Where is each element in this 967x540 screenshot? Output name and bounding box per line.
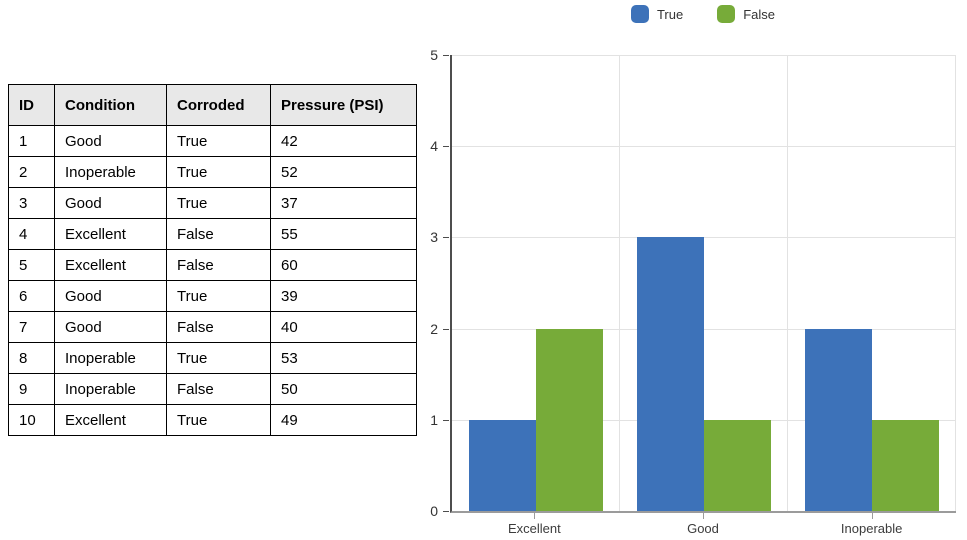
table-row: 2 Inoperable True 52	[8, 156, 417, 188]
y-axis-tick-mark	[443, 146, 449, 148]
table-row: 8 Inoperable True 53	[8, 342, 417, 374]
table-cell: Excellent	[54, 404, 167, 436]
y-axis-tick-label: 0	[430, 503, 438, 519]
table-cell: Excellent	[54, 249, 167, 281]
table-cell: Inoperable	[54, 373, 167, 405]
gridline-horizontal	[452, 328, 956, 330]
table-cell: Excellent	[54, 218, 167, 250]
bar-true-excellent	[469, 419, 536, 511]
table-cell: False	[166, 311, 271, 343]
table-cell: 55	[270, 218, 417, 250]
bar-true-good	[637, 237, 704, 511]
table-cell: True	[166, 156, 271, 188]
legend-swatch-icon	[630, 5, 649, 23]
table-cell: 2	[8, 156, 55, 188]
table-cell: True	[166, 280, 271, 312]
table-cell: 40	[270, 311, 417, 343]
table-row: 5 Excellent False 60	[8, 249, 417, 281]
table-row: 4 Excellent False 55	[8, 218, 417, 250]
table-cell: True	[166, 342, 271, 374]
table-row: 1 Good True 42	[8, 125, 417, 157]
x-axis-category-label: Good	[687, 521, 719, 536]
table-header-cell: Corroded	[166, 84, 271, 126]
x-axis-tick-mark	[534, 513, 536, 519]
y-axis-tick-label: 3	[430, 229, 438, 246]
table-cell: False	[166, 373, 271, 405]
table-cell: True	[166, 404, 271, 436]
y-axis-tick-label: 4	[430, 138, 438, 155]
x-axis-tick-mark	[703, 513, 704, 519]
table-cell: 7	[8, 311, 55, 343]
bar-group-good	[620, 55, 788, 511]
table-cell: 1	[8, 125, 55, 157]
legend-item-false: False	[717, 5, 775, 23]
table-row: 9 Inoperable False 50	[8, 373, 417, 405]
legend-swatch-icon	[717, 5, 736, 23]
bar-false-inoperable	[872, 419, 939, 511]
table-cell: False	[166, 218, 271, 250]
x-axis-category-label: Inoperable	[840, 521, 903, 536]
table-cell: False	[166, 249, 271, 281]
y-axis-tick-mark	[443, 237, 449, 239]
table-cell: 52	[270, 156, 417, 188]
bar-group-inoperable	[788, 55, 956, 511]
table-cell: 6	[8, 280, 55, 312]
table-cell: Good	[54, 311, 167, 343]
chart-legend: True False	[450, 5, 956, 23]
table-cell: 42	[270, 125, 417, 157]
table-cell: 10	[8, 404, 55, 436]
gridline-vertical	[955, 55, 956, 511]
y-axis-tick-label: 5	[430, 47, 438, 63]
bar-false-good	[704, 419, 771, 511]
legend-label: True	[656, 6, 684, 22]
y-axis-tick-label: 2	[430, 320, 438, 337]
x-axis-tick-mark	[871, 513, 873, 519]
table-cell: 37	[270, 187, 417, 219]
table-cell: 49	[270, 404, 417, 436]
y-axis-tick-label: 1	[430, 411, 438, 428]
table-cell: 5	[8, 249, 55, 281]
bar-group-excellent	[452, 55, 620, 511]
table-header-cell: Pressure (PSI)	[270, 84, 417, 126]
legend-label: False	[743, 6, 776, 22]
bar-true-inoperable	[805, 328, 872, 511]
table-cell: Good	[54, 187, 167, 219]
table-cell: 60	[270, 249, 417, 281]
table-cell: 4	[8, 218, 55, 250]
table-cell: 9	[8, 373, 55, 405]
gridline-horizontal	[452, 55, 956, 56]
table-cell: True	[166, 125, 271, 157]
table-header-cell: Condition	[54, 84, 167, 126]
table-cell: Inoperable	[54, 156, 167, 188]
table-cell: Good	[54, 280, 167, 312]
table-cell: Inoperable	[54, 342, 167, 374]
chart-plot-area	[450, 55, 956, 513]
gridline-vertical	[786, 55, 788, 511]
table-header-row: ID Condition Corroded Pressure (PSI)	[8, 84, 417, 126]
table-cell: 3	[8, 187, 55, 219]
table-cell: 53	[270, 342, 417, 374]
table-cell: True	[166, 187, 271, 219]
gridline-vertical	[618, 55, 620, 511]
gridline-horizontal	[452, 146, 956, 148]
table-cell: 50	[270, 373, 417, 405]
gridline-horizontal	[452, 237, 956, 239]
y-axis-tick-mark	[443, 511, 449, 512]
table-row: 6 Good True 39	[8, 280, 417, 312]
table-cell: 8	[8, 342, 55, 374]
legend-item-true: True	[630, 5, 684, 23]
table-row: 7 Good False 40	[8, 311, 417, 343]
x-axis-category-label: Excellent	[507, 521, 561, 536]
table-header-cell: ID	[8, 84, 55, 126]
table-row: 10 Excellent True 49	[8, 404, 417, 436]
y-axis-tick-mark	[443, 328, 449, 330]
table-cell: 39	[270, 280, 417, 312]
y-axis-tick-mark	[443, 55, 449, 56]
table-row: 3 Good True 37	[8, 187, 417, 219]
pipes-data-table: ID Condition Corroded Pressure (PSI) 1 Good T…	[8, 84, 417, 436]
table-cell: Good	[54, 125, 167, 157]
bar-false-excellent	[536, 328, 603, 511]
y-axis-tick-mark	[443, 419, 449, 421]
